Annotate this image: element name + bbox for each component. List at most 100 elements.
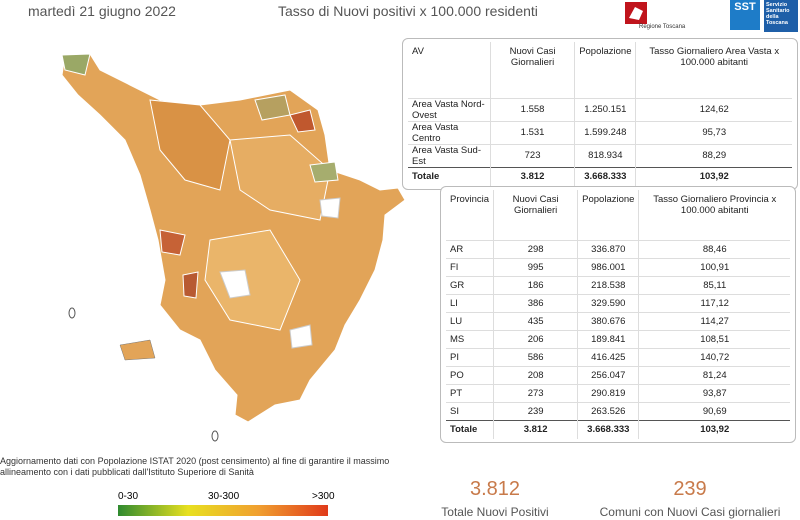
table-row: SI 239 263.526 90,69 (446, 401, 790, 420)
logo-sst: SST (730, 0, 760, 30)
table-cell: 298 (493, 239, 578, 258)
table-cell: 1.531 (489, 120, 575, 144)
table-row: Area Vasta Sud-Est 723 818.934 88,29 (408, 143, 792, 167)
total-cell: 103,92 (638, 419, 790, 439)
table-row: LI 386 329.590 117,12 (446, 293, 790, 312)
table-cell: 723 (489, 143, 575, 167)
table-cell: 140,72 (638, 347, 790, 366)
kpi-label: Comuni con Nuovi Casi giornalieri (599, 505, 781, 519)
area-patch (149, 99, 231, 191)
table-cell: 81,24 (638, 365, 790, 384)
table-cell: 88,46 (638, 239, 790, 258)
table-cell: 186 (493, 275, 578, 294)
logo-text: Regione Toscana (639, 24, 686, 30)
table-cell: 416.425 (577, 347, 639, 366)
table-cell: 124,62 (635, 97, 792, 121)
table-row: Area Vasta Nord-Ovest 1.558 1.250.151 124,6… (408, 97, 792, 121)
total-cell: 3.812 (489, 166, 575, 186)
area-patch (61, 53, 91, 76)
table-row: LU 435 380.676 114,27 (446, 311, 790, 330)
legend-label: >300 (312, 491, 335, 502)
column-header: Nuovi Casi Giornalieri (489, 42, 575, 98)
table-cell: LI (446, 293, 494, 312)
table-cell: 1.250.151 (574, 97, 636, 121)
table-cell: 1.558 (489, 97, 575, 121)
island (211, 430, 219, 442)
table-cell: 93,87 (638, 383, 790, 402)
table-row: PI 586 416.425 140,72 (446, 347, 790, 366)
table-cell: MS (446, 329, 494, 348)
table-cell: 329.590 (577, 293, 639, 312)
island (119, 339, 156, 361)
legend-label: 30-300 (208, 491, 240, 502)
total-row: Totale 3.812 3.668.333 103,92 (408, 166, 792, 186)
column-header: Nuovi Casi Giornalieri (493, 190, 578, 240)
table-av: AV Nuovi Casi Giornalieri Popolazione Tasso… (402, 38, 798, 190)
table-cell: 117,12 (638, 293, 790, 312)
table-cell: Area Vasta Sud-Est (408, 143, 491, 167)
header-row: AV Nuovi Casi Giornalieri Popolazione Tasso… (408, 42, 792, 98)
table-cell: 986.001 (577, 257, 639, 276)
table-cell: 88,29 (635, 143, 792, 167)
table-cell: 189.841 (577, 329, 639, 348)
table-cell: Area Vasta Nord-Ovest (408, 97, 491, 121)
area-patch (289, 324, 313, 349)
table-cell: 206 (493, 329, 578, 348)
area-patch (254, 94, 291, 121)
column-header: AV (412, 46, 424, 57)
table-cell: 239 (493, 401, 578, 420)
table-cell: 256.047 (577, 365, 639, 384)
logo-icon (625, 2, 647, 24)
table-cell: 386 (493, 293, 578, 312)
date: martedì 21 giugno 2022 (28, 3, 176, 19)
logo-sst-text: Servizio Sanitario della Toscana (764, 0, 798, 32)
table-cell: 114,27 (638, 311, 790, 330)
table-row: MS 206 189.841 108,51 (446, 329, 790, 348)
header-row: Provincia Nuovi Casi Giornalieri Popolazio… (446, 190, 790, 240)
total-row: Totale 3.812 3.668.333 103,92 (446, 419, 790, 439)
map (61, 53, 406, 442)
legend-bar (118, 505, 328, 516)
area-patch (229, 134, 331, 221)
title: Tasso di Nuovi positivi x 100.000 reside… (278, 3, 538, 19)
table-cell: 273 (493, 383, 578, 402)
area-patch (219, 269, 251, 299)
table-cell: 95,73 (635, 120, 792, 144)
area-patch (319, 197, 341, 219)
table-row: GR 186 218.538 85,11 (446, 275, 790, 294)
table-cell: 290.819 (577, 383, 639, 402)
table-cell: 108,51 (638, 329, 790, 348)
island (68, 307, 76, 319)
kpi-label: Totale Nuovi Positivi (441, 505, 549, 519)
table-cell: 586 (493, 347, 578, 366)
table-cell: FI (446, 257, 494, 276)
table-cell: AR (446, 239, 494, 258)
table-cell: 336.870 (577, 239, 639, 258)
table-provincia: Provincia Nuovi Casi Giornalieri Popolazio… (440, 186, 796, 443)
column-header: Tasso Giornaliero Area Vasta x 100.000 a… (635, 42, 792, 98)
kpi-value: 3.812 (469, 478, 521, 500)
table-cell: 208 (493, 365, 578, 384)
total-cell: 3.668.333 (574, 166, 636, 186)
column-header: Popolazione (577, 190, 639, 240)
legend-label: 0-30 (118, 491, 139, 502)
table-cell: 263.526 (577, 401, 639, 420)
column-header: Popolazione (574, 42, 636, 98)
logo-regione: Regione Toscana (625, 2, 685, 34)
table-row: FI 995 986.001 100,91 (446, 257, 790, 276)
column-header: Provincia (450, 194, 490, 205)
table-cell: SI (446, 401, 494, 420)
table-cell: 1.599.248 (574, 120, 636, 144)
table-cell: 100,91 (638, 257, 790, 276)
total-cell: Totale (446, 419, 494, 439)
table-cell: Area Vasta Centro (408, 120, 491, 144)
table-cell: 85,11 (638, 275, 790, 294)
table-cell: PT (446, 383, 494, 402)
table-cell: 818.934 (574, 143, 636, 167)
area-patch (204, 229, 301, 331)
footnote: Aggiornamento dati con Popolazione ISTAT… (0, 456, 390, 477)
kpi-value: 239 (673, 478, 707, 500)
table-cell: 380.676 (577, 311, 639, 330)
total-cell: 3.812 (493, 419, 578, 439)
total-cell: 103,92 (635, 166, 792, 186)
